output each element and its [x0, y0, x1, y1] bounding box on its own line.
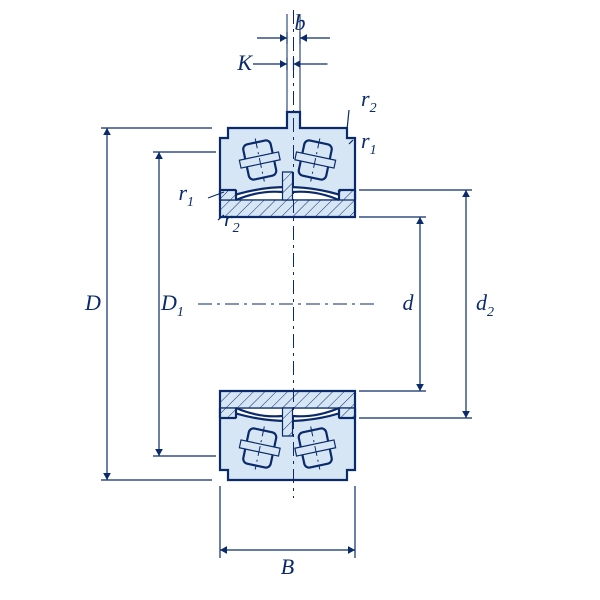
svg-text:d2: d2	[476, 290, 494, 320]
svg-text:K: K	[236, 50, 253, 75]
svg-text:r1: r1	[361, 128, 377, 158]
svg-text:r2: r2	[361, 86, 377, 116]
svg-text:b: b	[295, 10, 306, 35]
svg-text:B: B	[281, 554, 294, 579]
svg-text:r1: r1	[178, 180, 194, 210]
svg-text:d: d	[403, 290, 415, 315]
svg-text:D: D	[84, 290, 101, 315]
svg-text:D1: D1	[160, 290, 184, 320]
